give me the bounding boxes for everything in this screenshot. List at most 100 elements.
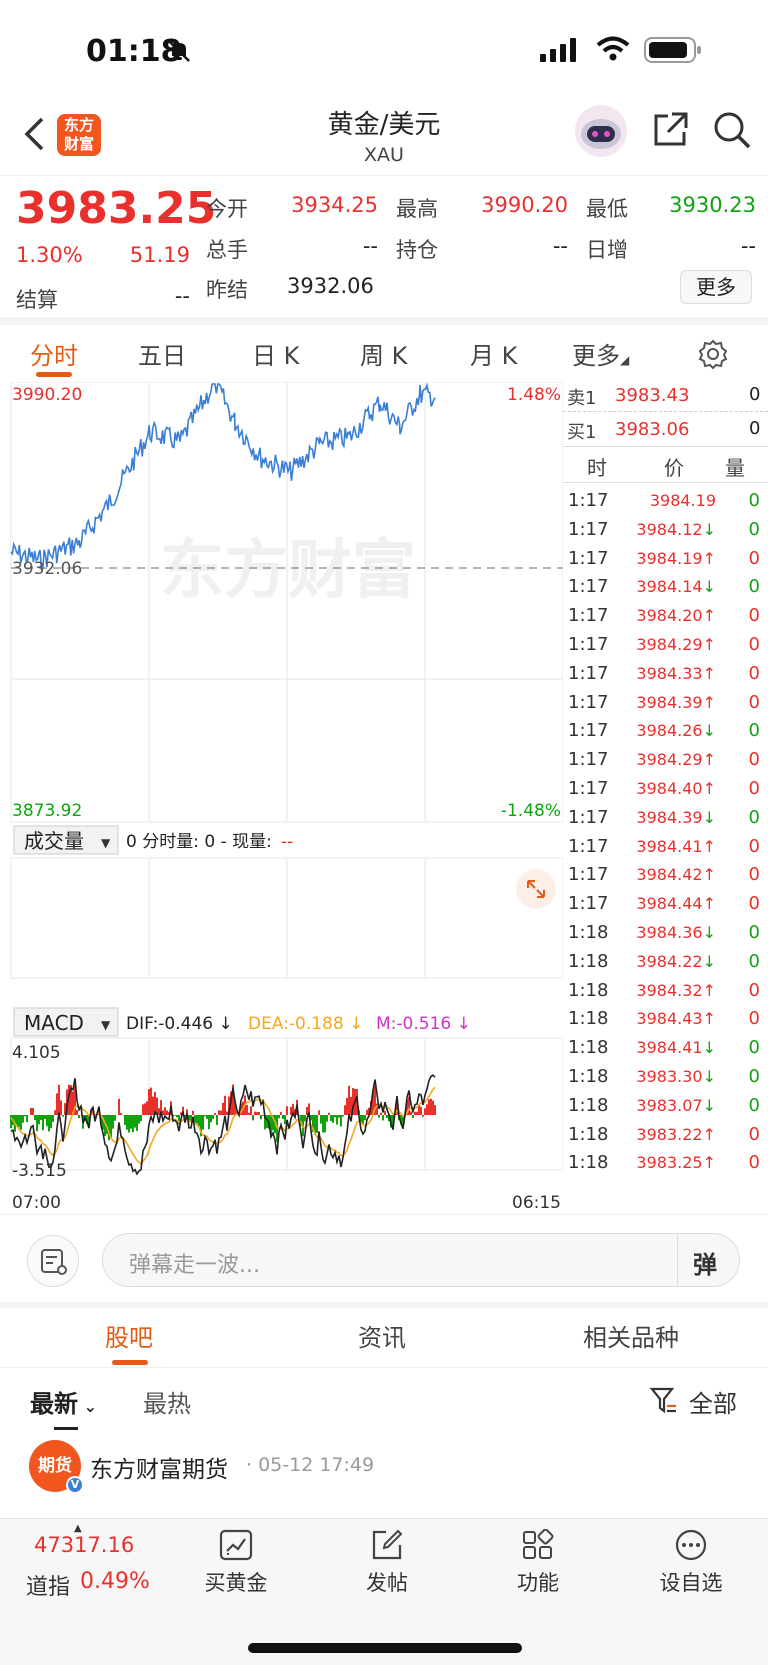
- tick-price: 3984.39↑: [636, 692, 716, 712]
- tab-news[interactable]: 资讯: [358, 1324, 406, 1352]
- back-icon[interactable]: [22, 116, 46, 152]
- time-end-label: 06:15: [512, 1193, 561, 1213]
- signal-icon: [540, 38, 576, 62]
- tab-month-k[interactable]: 月 K: [470, 342, 518, 370]
- divider: [677, 1234, 678, 1286]
- post-author[interactable]: 东方财富期货: [90, 1457, 228, 1483]
- robot-assistant-icon[interactable]: [574, 104, 628, 158]
- volume-selector-label: 成交量: [24, 829, 84, 853]
- arrow-down-icon: ↓: [702, 951, 716, 971]
- post-button[interactable]: 发帖: [332, 1529, 442, 1597]
- sell1-label: 卖1: [567, 388, 597, 409]
- filter-icon[interactable]: [650, 1386, 678, 1416]
- danmu-settings-button[interactable]: [27, 1235, 79, 1287]
- chart-up-icon: [219, 1529, 253, 1561]
- col-volume: 量: [725, 456, 745, 480]
- app-logo[interactable]: 东方财富: [57, 114, 101, 156]
- macd-selector[interactable]: [13, 1007, 119, 1037]
- tab-five-day[interactable]: 五日: [138, 342, 186, 370]
- tick-price: 3984.29↑: [636, 635, 716, 654]
- sort-indicator: [54, 1427, 78, 1430]
- tick-row: 1:17 3984.19 0: [563, 486, 768, 516]
- tick-time: 1:18: [568, 979, 609, 1001]
- tick-price: 3984.14↓: [636, 577, 716, 597]
- tab-guba[interactable]: 股吧: [105, 1324, 153, 1352]
- arrow-up-icon: ↑: [702, 548, 716, 568]
- tick-row: 1:18 3984.32↑ 0: [563, 976, 768, 1006]
- index-widget[interactable]: ▲ 47317.16 道指 0.49%: [20, 1519, 170, 1619]
- tick-time: 1:17: [568, 806, 609, 828]
- filter-all[interactable]: 全部: [689, 1390, 737, 1418]
- tick-price: 3984.41↑: [636, 836, 716, 856]
- arrow-up-icon: ↑: [702, 635, 716, 654]
- tab-day-k[interactable]: 日 K: [252, 342, 300, 370]
- tick-row: 1:17 3984.42↑ 0: [563, 860, 768, 890]
- triangle-up-icon: ▲: [74, 1523, 82, 1534]
- index-value: 47317.16: [34, 1533, 135, 1557]
- tick-list[interactable]: 1:17 3984.19 0 1:17 3984.12↓ 0 1:17 3984.19↑ 0 1:…: [563, 482, 768, 1212]
- tick-row: 1:18 3984.36↓ 0: [563, 918, 768, 948]
- tab-week-k[interactable]: 周 K: [360, 342, 408, 370]
- status-bar: 01:18: [0, 0, 768, 96]
- volume-label: 总手: [206, 238, 248, 262]
- daily-inc-label: 日增: [586, 238, 628, 262]
- tick-price: 3983.30↓: [636, 1067, 716, 1086]
- tick-volume: 0: [748, 864, 760, 886]
- macd-selector-label: MACD: [24, 1011, 84, 1035]
- tick-volume: 0: [748, 518, 760, 540]
- sort-latest[interactable]: 最新 ⌄: [30, 1384, 97, 1419]
- more-button[interactable]: 更多: [680, 270, 752, 304]
- post-label: 发帖: [366, 1571, 408, 1595]
- arrow-up-icon: ↑: [702, 750, 716, 770]
- arrow-down-icon: ↓: [702, 721, 716, 741]
- low-label: 最低: [586, 197, 628, 221]
- tick-volume: 0: [748, 1123, 760, 1145]
- tick-row: 1:17 3984.19↑ 0: [563, 544, 768, 574]
- period-tabs: 分时 五日 日 K 周 K 月 K 更多◢: [0, 326, 768, 382]
- add-watchlist-button[interactable]: 设自选: [636, 1529, 746, 1597]
- danmu-send-button[interactable]: 弹: [693, 1245, 717, 1280]
- arrow-up-icon: ↑: [702, 663, 716, 683]
- tick-volume: 0: [748, 749, 760, 771]
- tick-price: 3983.25↑: [636, 1153, 716, 1173]
- arrow-up-icon: ↑: [702, 1153, 716, 1173]
- tick-time: 1:17: [568, 662, 609, 684]
- tab-more[interactable]: 更多◢: [572, 336, 629, 371]
- tick-price: 3984.40↑: [636, 779, 716, 798]
- chart-pct-high: 1.48%: [507, 385, 561, 405]
- tick-time: 1:18: [568, 1008, 609, 1030]
- settings-gear-icon[interactable]: [697, 338, 729, 370]
- tick-price: 3984.20↑: [636, 606, 716, 626]
- share-icon[interactable]: [650, 110, 690, 150]
- tab-related[interactable]: 相关品种: [583, 1324, 679, 1352]
- tick-price: 3984.26↓: [636, 721, 716, 741]
- tick-volume: 0: [748, 1008, 760, 1030]
- tick-volume: 0: [748, 893, 760, 915]
- open-label: 今开: [206, 197, 248, 221]
- functions-button[interactable]: 功能: [483, 1529, 593, 1597]
- buy-gold-button[interactable]: 买黄金: [181, 1529, 291, 1597]
- tab-intraday[interactable]: 分时: [30, 342, 78, 370]
- verified-icon: V: [66, 1476, 84, 1494]
- search-icon[interactable]: [712, 110, 752, 150]
- volume-selector[interactable]: [13, 825, 119, 855]
- tick-row: 1:18 3983.25↑ 0: [563, 1148, 768, 1178]
- intraday-chart[interactable]: 东方财富 3990.20 1.48% 3932.06 3873.92 -1.48…: [0, 382, 563, 1214]
- divider: [563, 482, 768, 483]
- danmu-placeholder: 弹幕走一波...: [129, 1253, 260, 1278]
- volume-info: 0 分时量: 0 - 现量:: [126, 832, 272, 852]
- add-watchlist-label: 设自选: [659, 1571, 723, 1595]
- post-item[interactable]: 期货 V 东方财富期货 · 05-12 17:49: [0, 1438, 768, 1518]
- danmu-send-label: 弹: [693, 1251, 717, 1279]
- tick-price: 3984.36↓: [636, 923, 716, 942]
- danmu-input[interactable]: 弹幕走一波... 弹: [102, 1233, 740, 1287]
- daily-inc-value: --: [740, 234, 756, 258]
- tick-volume: 0: [748, 1094, 760, 1116]
- sell1-volume: 0: [749, 384, 761, 405]
- tick-row: 1:17 3984.14↓ 0: [563, 572, 768, 602]
- dropdown-icon: ▼: [101, 836, 111, 850]
- watermark: 东方财富: [160, 534, 416, 606]
- tick-price: 3984.29↑: [636, 750, 716, 770]
- expand-icon[interactable]: [516, 869, 556, 909]
- sort-hot[interactable]: 最热: [143, 1390, 191, 1418]
